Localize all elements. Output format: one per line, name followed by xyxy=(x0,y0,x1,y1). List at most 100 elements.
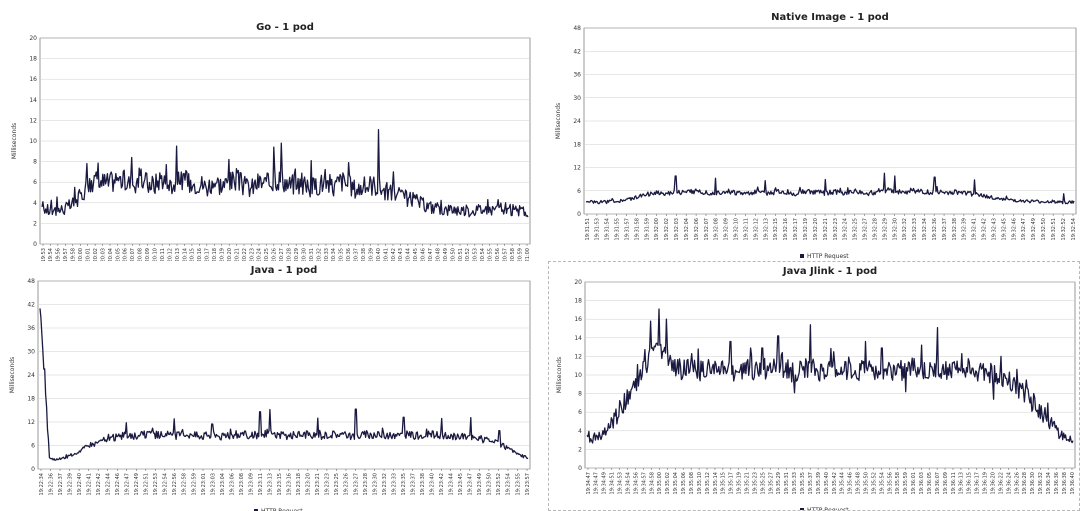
chart-title: Java Jlink - 1 pod xyxy=(782,266,877,277)
x-tick-label: 19:20:54 xyxy=(480,248,486,261)
x-tick-label: 19:22:59 xyxy=(191,473,197,495)
x-tick-label: 19:23:25 xyxy=(334,473,340,495)
x-tick-label: 19:20:04 xyxy=(108,248,114,261)
y-tick-label: 4 xyxy=(578,428,582,435)
x-tick-label: 19:32:07 xyxy=(704,218,710,240)
x-tick-label: 19:20:15 xyxy=(190,248,196,261)
legend-label: HTTP Request xyxy=(807,253,849,260)
x-tick-label: 19:20:58 xyxy=(510,248,516,261)
x-tick-label: 19:20:14 xyxy=(182,248,188,261)
y-tick-label: 10 xyxy=(574,372,582,379)
chart-title: Go - 1 pod xyxy=(256,22,314,33)
y-axis-label: Milliseconds xyxy=(556,357,563,393)
x-tick-label: 19:32:03 xyxy=(674,218,680,240)
x-tick-label: 19:20:08 xyxy=(138,248,144,261)
x-tick-label: 19:20:40 xyxy=(376,248,382,261)
x-tick-label: 19:22:56 xyxy=(172,473,178,495)
x-tick-label: 19:32:51 xyxy=(1051,218,1057,240)
y-tick-label: 0 xyxy=(578,465,582,472)
x-tick-label: 19:23:47 xyxy=(468,473,474,495)
y-tick-label: 0 xyxy=(577,211,581,218)
x-tick-label: 19:22:58 xyxy=(182,473,188,495)
x-tick-label: 19:32:46 xyxy=(1011,218,1017,240)
x-tick-label: 19:20:49 xyxy=(443,248,449,261)
x-tick-label: 19:23:38 xyxy=(420,473,426,495)
x-tick-label: 19:23:28 xyxy=(363,473,369,495)
x-tick-label: 19:34:47 xyxy=(586,472,592,494)
x-tick-label: 19:19:58 xyxy=(71,248,77,261)
y-tick-label: 16 xyxy=(574,316,582,323)
x-tick-label: 19:22:53 xyxy=(153,473,159,495)
x-tick-label: 19:23:55 xyxy=(515,473,521,495)
x-tick-label: 19:32:41 xyxy=(972,218,978,240)
x-tick-label: 19:36:17 xyxy=(975,472,981,494)
x-tick-label: 19:23:11 xyxy=(258,473,264,495)
x-tick-label: 19:31:58 xyxy=(634,218,640,240)
y-tick-label: 30 xyxy=(27,349,35,356)
y-tick-label: 42 xyxy=(573,48,581,55)
x-tick-label: 19:20:43 xyxy=(398,248,404,261)
y-tick-label: 18 xyxy=(29,56,37,63)
y-axis-label: Milliseconds xyxy=(9,357,16,393)
x-tick-label: 19:36:19 xyxy=(983,472,989,494)
x-tick-label: 19:23:03 xyxy=(210,473,216,495)
x-tick-label: 19:20:35 xyxy=(339,248,345,261)
x-tick-label: 19:35:10 xyxy=(697,472,703,494)
x-tick-label: 19:20:06 xyxy=(123,248,129,261)
x-tick-label: 19:20:09 xyxy=(145,248,151,261)
x-tick-label: 19:32:08 xyxy=(714,218,720,240)
x-tick-label: 19:22:51 xyxy=(144,473,150,495)
x-tick-label: 19:22:54 xyxy=(163,473,169,495)
x-tick-label: 19:20:42 xyxy=(391,248,397,261)
x-tick-label: 19:20:33 xyxy=(324,248,330,261)
x-tick-label: 19:20:02 xyxy=(93,248,99,261)
x-tick-label: 19:35:50 xyxy=(864,472,870,494)
x-tick-label: 19:32:52 xyxy=(1061,218,1067,240)
x-tick-label: 19:35:19 xyxy=(737,472,743,494)
x-tick-label: 19:35:12 xyxy=(705,472,711,494)
x-tick-label: 19:31:57 xyxy=(624,218,630,240)
x-tick-label: 19:23:04 xyxy=(220,473,226,495)
y-tick-label: 30 xyxy=(573,95,581,102)
x-tick-label: 19:22:41 xyxy=(86,473,92,495)
x-tick-label: 19:35:00 xyxy=(657,472,663,494)
x-tick-label: 19:32:47 xyxy=(1021,218,1027,240)
x-tick-label: 19:19:53 xyxy=(41,248,47,261)
x-tick-label: 19:32:24 xyxy=(843,218,849,240)
y-tick-label: 2 xyxy=(33,220,37,227)
chart-title: Native Image - 1 pod xyxy=(771,12,889,23)
y-tick-label: 0 xyxy=(33,241,37,248)
chart-java-jlink: Java Jlink - 1 pod 0 2 4 6 8 10 12 14 16 18 20 Milli… xyxy=(556,266,1076,510)
x-tick-label: 19:36:13 xyxy=(959,472,965,494)
x-tick-label: 19:20:55 xyxy=(488,248,494,261)
y-tick-label: 12 xyxy=(29,117,37,124)
x-tick-label: 19:32:06 xyxy=(694,218,700,240)
x-tick-label: 19:32:23 xyxy=(833,218,839,240)
x-tick-label: 19:36:24 xyxy=(1006,472,1012,494)
x-tick-label: 19:36:28 xyxy=(1022,472,1028,494)
x-tick-label: 19:35:42 xyxy=(832,472,838,494)
y-tick-label: 24 xyxy=(27,372,35,379)
x-tick-label: 19:35:48 xyxy=(856,472,862,494)
x-tick-label: 19:20:19 xyxy=(220,248,226,261)
x-tick-label: 19:20:44 xyxy=(406,248,412,261)
y-tick-label: 6 xyxy=(578,409,582,416)
x-tick-label: 19:23:23 xyxy=(325,473,331,495)
x-tick-label: 19:36:40 xyxy=(1070,472,1076,494)
x-tick-label: 19:35:21 xyxy=(744,472,750,494)
x-tick-label: 19:23:42 xyxy=(439,473,445,495)
x-tick-label: 19:32:29 xyxy=(882,218,888,240)
x-tick-label: 19:20:22 xyxy=(242,248,248,261)
x-tick-label: 19:36:11 xyxy=(951,472,957,494)
x-tick-label: 19:32:45 xyxy=(1001,218,1007,240)
x-tick-label: 19:20:18 xyxy=(212,248,218,261)
x-tick-label: 19:20:47 xyxy=(428,248,434,261)
x-tick-label: 19:34:56 xyxy=(633,472,639,494)
y-tick-label: 24 xyxy=(573,118,581,125)
y-tick-label: 8 xyxy=(33,159,37,166)
legend-swatch xyxy=(254,509,258,511)
x-tick-label: 19:23:35 xyxy=(401,473,407,495)
x-tick-label: 19:34:49 xyxy=(602,472,608,494)
x-tick-label: 19:20:36 xyxy=(346,248,352,261)
x-tick-label: 19:22:37 xyxy=(58,473,64,495)
